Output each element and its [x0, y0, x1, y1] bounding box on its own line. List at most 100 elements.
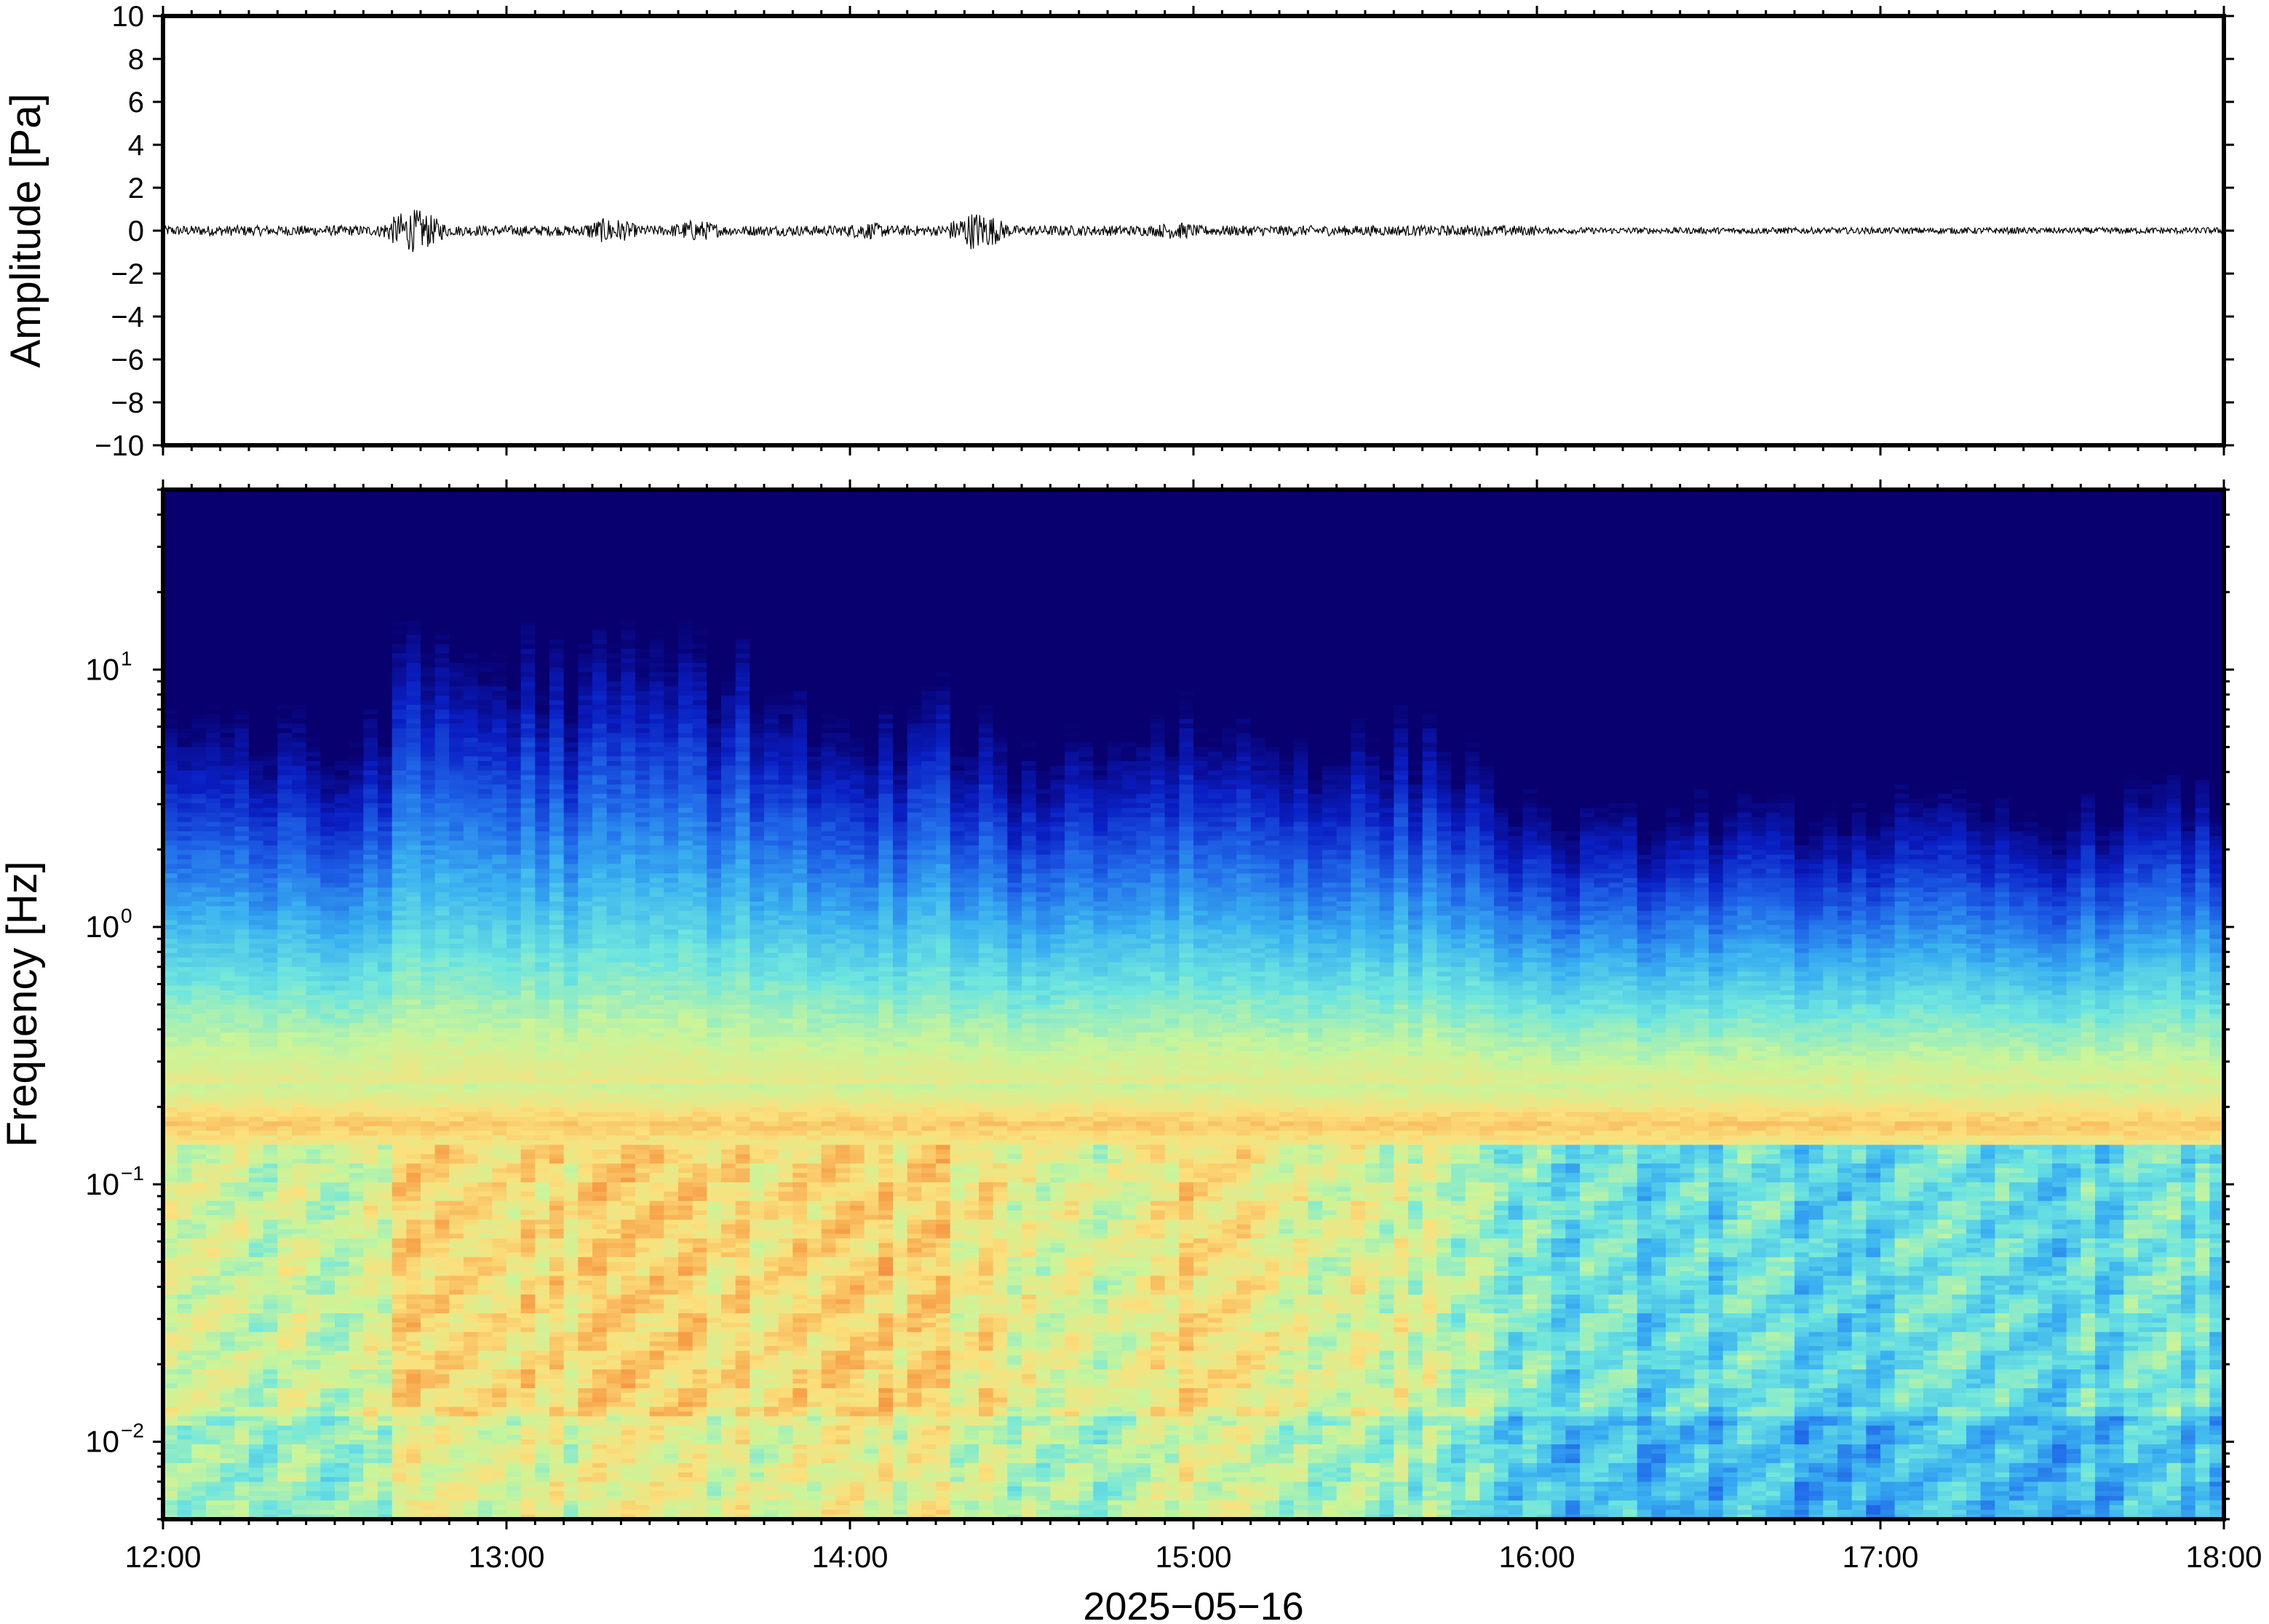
spectrogram-cell: [178, 588, 192, 593]
spectrogram-cell: [206, 948, 220, 953]
spectrogram-cell: [178, 1473, 192, 1478]
spectrogram-cell: [178, 1350, 192, 1356]
waveform-ytick-label: 2: [128, 172, 144, 204]
spectrogram-cell: [178, 536, 192, 541]
waveform-ytick-label: 10: [112, 1, 145, 33]
spectrogram-cell: [163, 930, 178, 935]
spectrogram-cell: [163, 1019, 178, 1024]
spectrogram-cell: [191, 803, 206, 808]
spectrogram-cell: [191, 551, 206, 556]
spectrogram-cell: [178, 1421, 192, 1426]
spectrogram-cell: [206, 1267, 220, 1272]
spectrogram-cell: [191, 995, 206, 1000]
spectrogram-cell: [191, 1417, 206, 1422]
spectrogram-cell: [206, 555, 220, 560]
spectrogram-cell: [191, 691, 206, 696]
spectrogram-cell: [178, 513, 192, 518]
spectrogram-cell: [178, 1084, 192, 1089]
spectrogram-cell: [178, 1342, 192, 1347]
spectrogram-cell: [191, 1094, 206, 1099]
spectrogram-cell: [206, 1079, 220, 1084]
spectrogram-cell: [206, 1262, 220, 1267]
spectrogram-cell: [178, 1356, 192, 1361]
spectrogram-cell: [191, 986, 206, 991]
spectrogram-cell: [163, 1065, 178, 1070]
spectrogram-cell: [163, 1038, 178, 1043]
spectrogram-cell: [178, 1412, 192, 1417]
spectrogram-cell: [206, 883, 220, 888]
spectrogram-cell: [206, 1215, 220, 1220]
spectrogram-cell: [206, 765, 220, 771]
spectrogram-cell: [178, 817, 192, 822]
spectrogram-cell: [206, 560, 220, 565]
spectrogram-cell: [163, 827, 178, 832]
spectrogram-cell: [163, 1005, 178, 1010]
spectrogram-cell: [163, 799, 178, 804]
spectrogram-cell: [206, 719, 220, 724]
spectrogram-cell: [191, 1350, 206, 1356]
spectrogram-cell: [178, 597, 192, 602]
spectrogram-cell: [178, 1440, 192, 1445]
spectrogram-cell: [206, 541, 220, 546]
spectrogram-cell: [178, 1238, 192, 1243]
spectrogram-cell: [178, 976, 192, 982]
spectrogram-cell: [206, 1084, 220, 1089]
spectrogram-cell: [163, 794, 178, 799]
spectrogram-cell: [191, 1088, 206, 1094]
spectrogram-cell: [163, 789, 178, 795]
spectrogram-cell: [191, 864, 206, 869]
spectrogram-cell: [206, 799, 220, 804]
spectrogram-cell: [206, 986, 220, 991]
spectrogram-cell: [206, 1154, 220, 1159]
spectrogram-cell: [191, 761, 206, 766]
spectrogram-cell: [191, 1477, 206, 1482]
spectrogram-cell: [163, 775, 178, 780]
spectrogram-cell: [191, 1211, 206, 1216]
spectrogram-cell: [163, 593, 178, 598]
spectrogram-cell: [163, 911, 178, 916]
spectrogram-cell: [178, 1136, 192, 1141]
spectrogram-cell: [163, 1342, 178, 1347]
spectrogram-cell: [206, 663, 220, 668]
spectrogram-cell: [191, 709, 206, 715]
spectrogram-cell: [191, 1486, 206, 1492]
spectrogram-cell: [191, 518, 206, 523]
spectrogram-cell: [206, 981, 220, 986]
spectrogram-cell: [163, 705, 178, 710]
spectrogram-cell: [178, 1393, 192, 1398]
spectrogram-cell: [206, 827, 220, 832]
spectrogram-cell: [178, 1491, 192, 1496]
spectrogram-cell: [191, 1140, 206, 1145]
spectrogram-cell: [178, 1032, 192, 1038]
spectrogram-cell: [206, 634, 220, 640]
spectrogram-cell: [178, 1402, 192, 1407]
spectrogram-cell: [178, 1468, 192, 1473]
spectrogram-cell: [178, 1477, 192, 1482]
spectrogram-cell: [178, 808, 192, 813]
spectrogram-cell: [206, 565, 220, 570]
spectrogram-cell: [191, 616, 206, 621]
spectrogram-cell: [163, 986, 178, 991]
spectrogram-cell: [178, 532, 192, 537]
spectrogram-cell: [206, 869, 220, 874]
spectrogram-cell: [178, 1107, 192, 1112]
spectrogram-cell: [163, 859, 178, 864]
spectrogram-cell: [163, 724, 178, 729]
spectrogram-cell: [163, 1159, 178, 1164]
spectrogram-cell: [191, 640, 206, 645]
spectrogram-cell: [191, 1234, 206, 1239]
spectrogram-cell: [206, 672, 220, 677]
spectrogram-cell: [191, 1215, 206, 1220]
spectrogram-cell: [178, 1094, 192, 1099]
spectrogram-cell: [191, 1154, 206, 1159]
spectrogram-cell: [191, 677, 206, 682]
spectrogram-cell: [191, 719, 206, 724]
spectrogram-cell: [163, 1267, 178, 1272]
spectrogram-cell: [206, 1238, 220, 1243]
spectrogram-cell: [191, 597, 206, 602]
spectrogram-cell: [178, 667, 192, 672]
spectrogram-cell: [206, 873, 220, 878]
spectrogram-cell: [191, 672, 206, 677]
spectrogram-cell: [178, 1463, 192, 1468]
